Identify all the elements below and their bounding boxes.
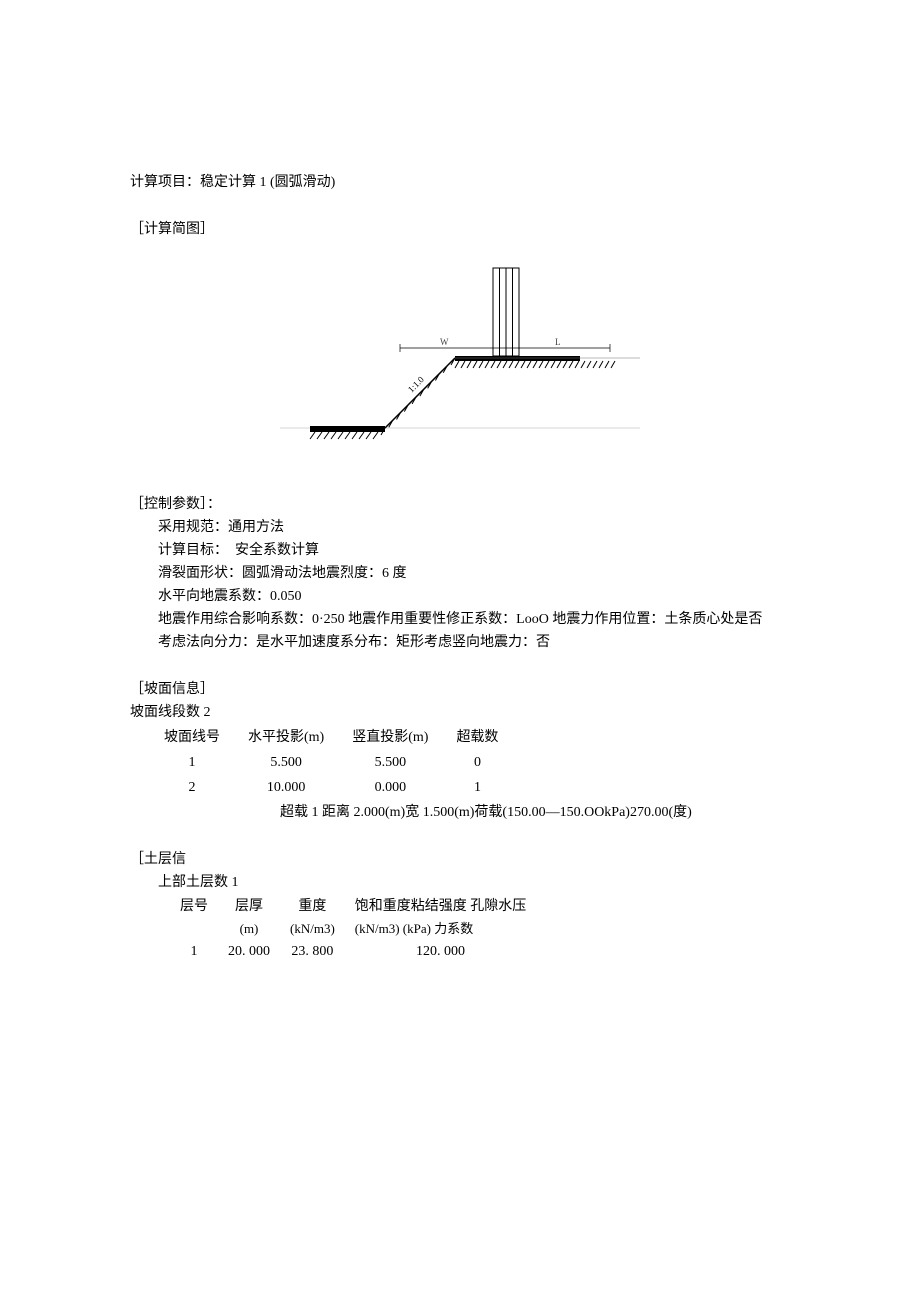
cell: 2: [150, 775, 234, 800]
col-header: 水平投影(m): [234, 725, 338, 750]
table-header-row: 坡面线号 水平投影(m) 竖直投影(m) 超载数: [150, 725, 512, 750]
project-title: 计算项目：稳定计算 1 (圆弧滑动): [130, 172, 790, 193]
control-line: 考虑法向分力：是水平加速度系分布：矩形考虑竖向地震力：否: [130, 632, 790, 653]
diagram-heading: ［计算简图］: [130, 219, 790, 240]
col-header: 重度: [280, 895, 345, 918]
soil-count: 上部土层数 1: [130, 872, 790, 893]
svg-text:L: L: [555, 337, 561, 347]
svg-text:W: W: [440, 337, 449, 347]
slope-info-heading: ［坡面信息］: [130, 679, 790, 700]
col-header: 层号: [170, 895, 218, 918]
control-line: 水平向地震系数：0.050: [130, 586, 790, 607]
col-header: 坡面线号: [150, 725, 234, 750]
cell: 23. 800: [280, 940, 345, 963]
table-row: 1 20. 000 23. 800 120. 000: [170, 940, 536, 963]
table-subheader-row: (m) (kN/m3) (kN/m3) (kPa) 力系数: [170, 918, 536, 940]
slope-table: 坡面线号 水平投影(m) 竖直投影(m) 超载数 1 5.500 5.500 0…: [150, 725, 512, 800]
col-header: 超载数: [442, 725, 512, 750]
cell: 0: [442, 750, 512, 775]
cell: 20. 000: [218, 940, 280, 963]
slope-count: 坡面线段数 2: [130, 702, 790, 723]
cell: 10.000: [234, 775, 338, 800]
cell: 120. 000: [345, 940, 537, 963]
cell: 1: [170, 940, 218, 963]
col-header: 饱和重度粘结强度 孔隙水压: [345, 895, 537, 918]
cell: 1: [150, 750, 234, 775]
cell: 5.500: [234, 750, 338, 775]
cell: (m): [218, 918, 280, 940]
table-header-row: 层号 层厚 重度 饱和重度粘结强度 孔隙水压: [170, 895, 536, 918]
slope-note: 超载 1 距离 2.000(m)宽 1.500(m)荷载(150.00—150.…: [130, 802, 790, 823]
cell: 5.500: [338, 750, 442, 775]
cell: (kN/m3): [280, 918, 345, 940]
control-line: 采用规范：通用方法: [130, 517, 790, 538]
table-row: 1 5.500 5.500 0: [150, 750, 512, 775]
control-line: 地震作用综合影响系数：0·250 地震作用重要性修正系数：LooO 地震力作用位…: [130, 609, 790, 630]
cell: 1: [442, 775, 512, 800]
soil-table: 层号 层厚 重度 饱和重度粘结强度 孔隙水压 (m) (kN/m3) (kN/m…: [170, 895, 536, 963]
cell: 0.000: [338, 775, 442, 800]
col-header: 层厚: [218, 895, 280, 918]
control-params-heading: ［控制参数］：: [130, 494, 790, 515]
calculation-diagram: WL1:1.0: [130, 248, 790, 458]
col-header: 竖直投影(m): [338, 725, 442, 750]
cell: [170, 918, 218, 940]
control-line: 计算目标： 安全系数计算: [130, 540, 790, 561]
control-line: 滑裂面形状：圆弧滑动法地震烈度：6 度: [130, 563, 790, 584]
soil-info-heading: ［土层信: [130, 849, 790, 870]
cell: (kN/m3) (kPa) 力系数: [345, 918, 537, 940]
table-row: 2 10.000 0.000 1: [150, 775, 512, 800]
